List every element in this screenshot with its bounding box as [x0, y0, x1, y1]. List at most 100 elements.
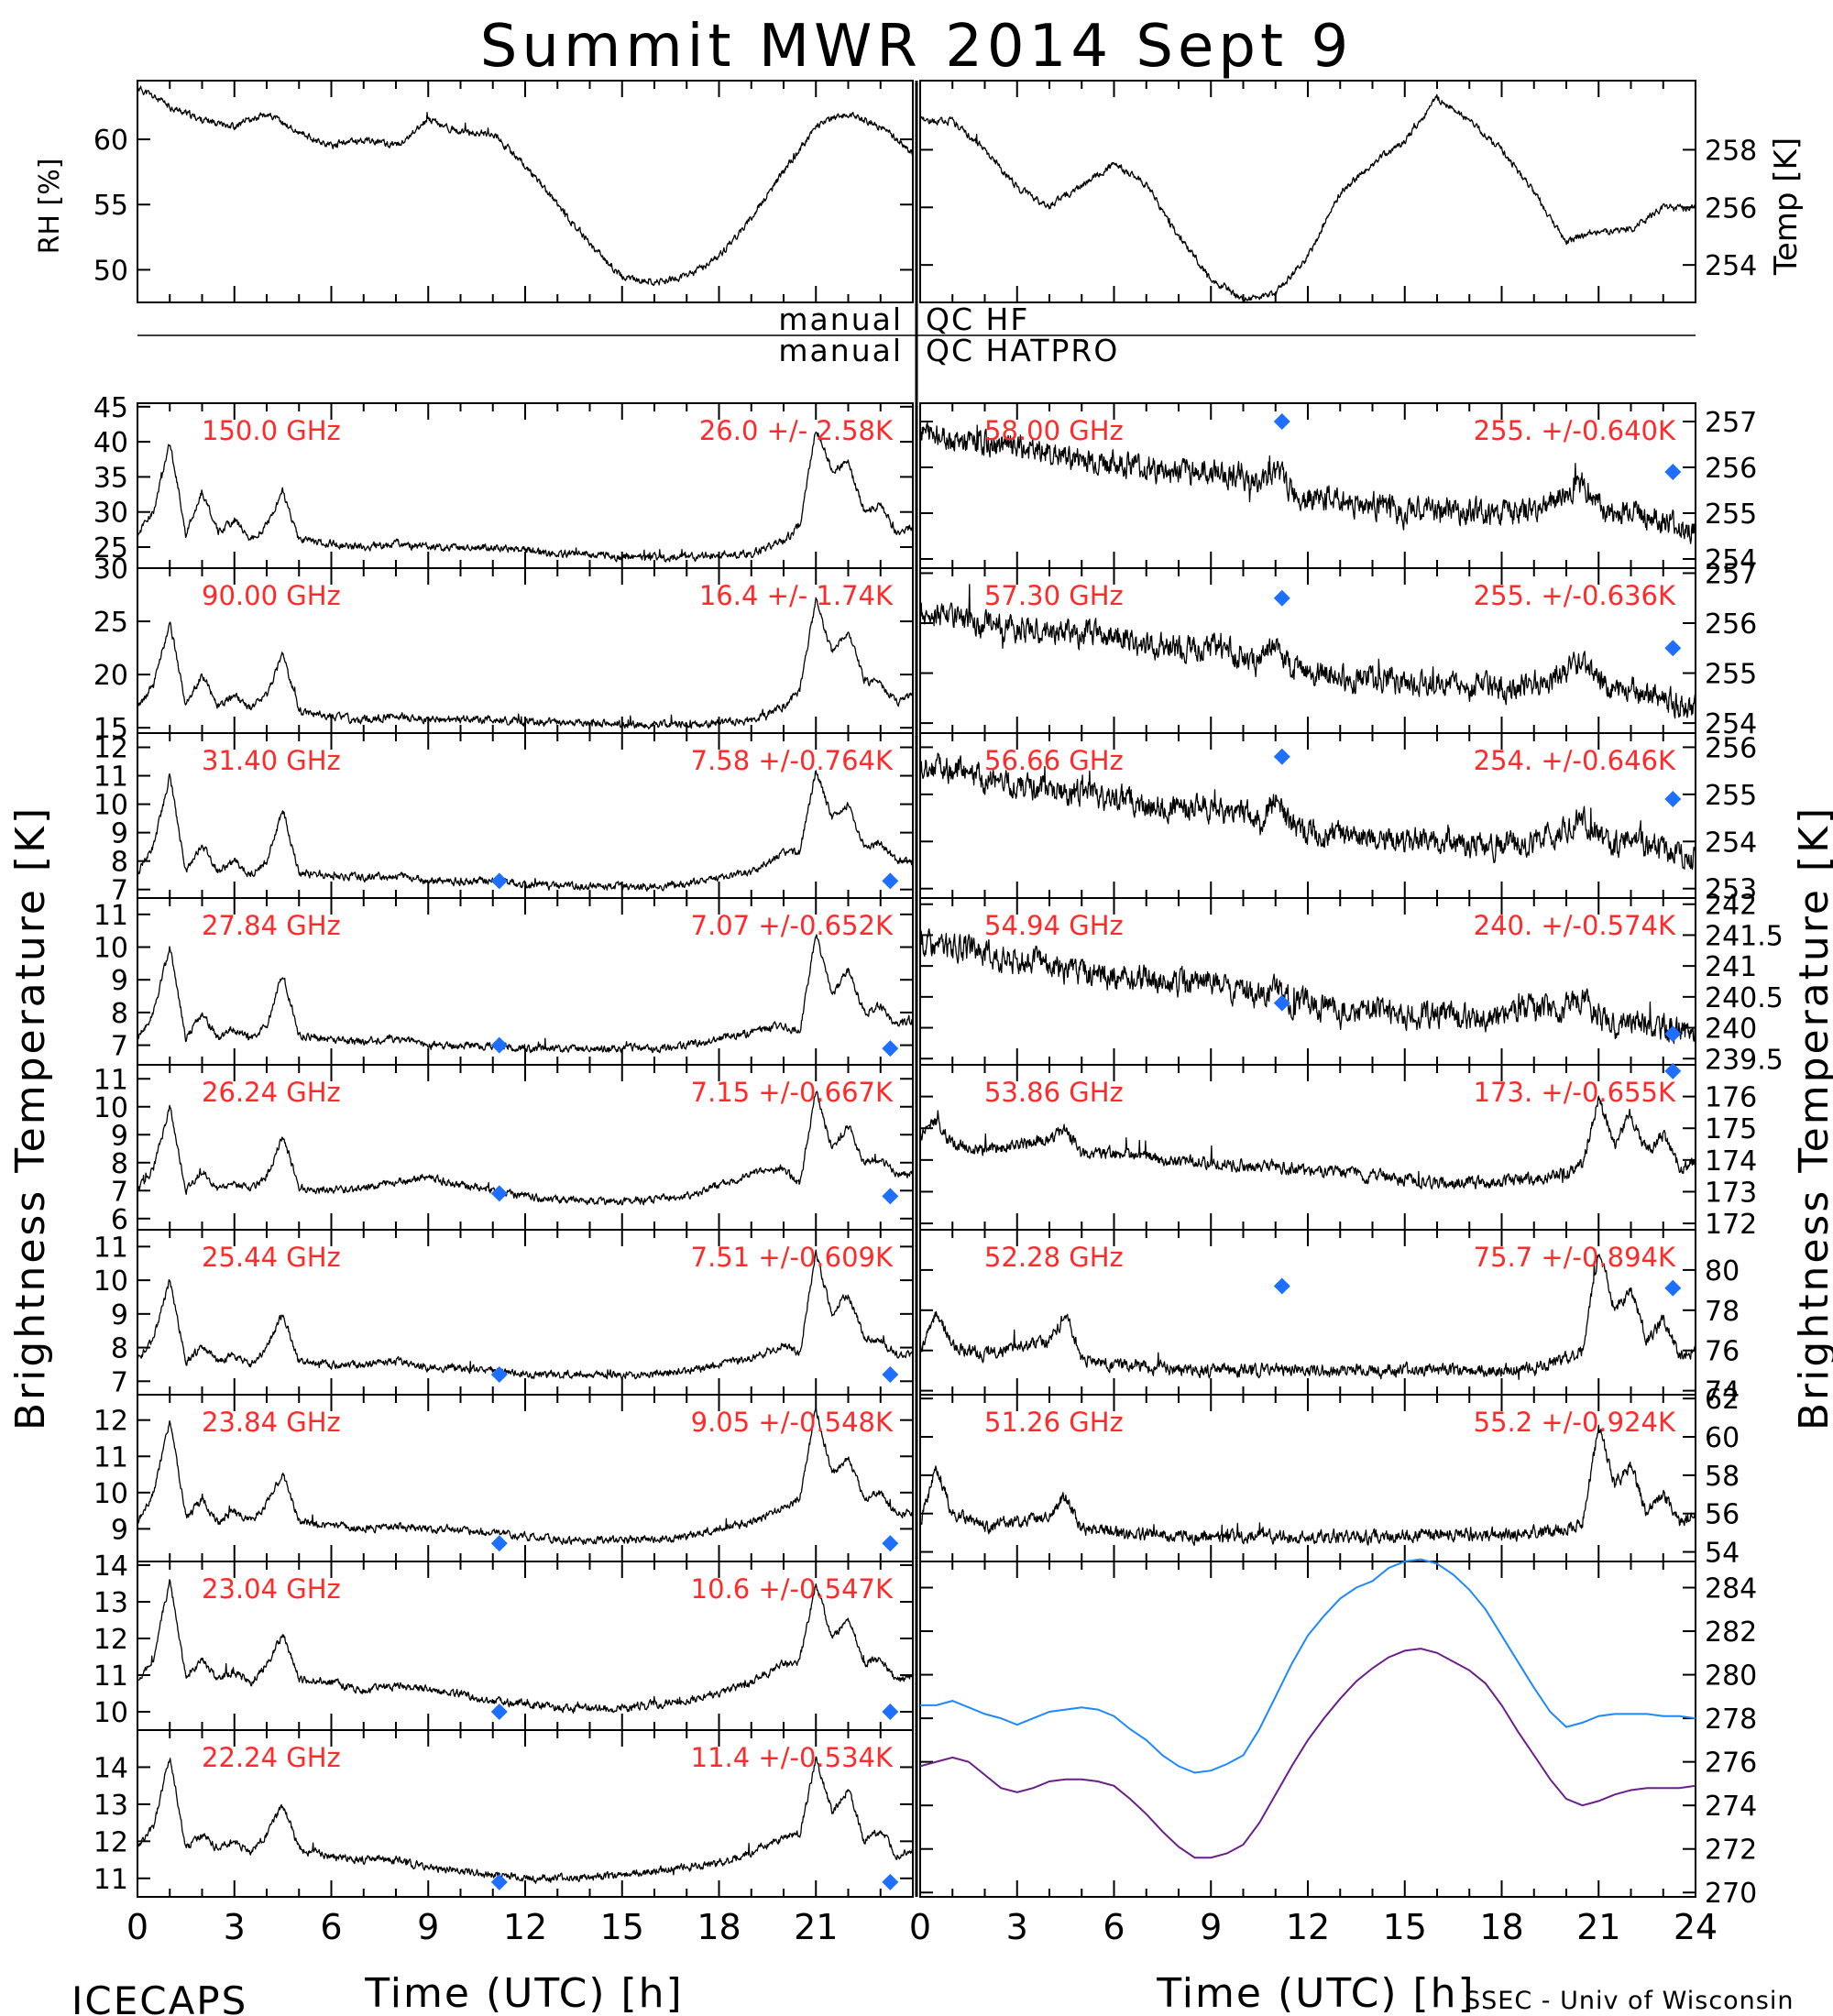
- rh-axis-label: RH [%]: [34, 159, 66, 255]
- ch_57.30-freq-label: 57.30 GHz: [984, 580, 1124, 611]
- ch_26.24-ytick-label: 9: [111, 1120, 128, 1152]
- temp-ytick-label: 256: [1705, 192, 1757, 225]
- ch_58.00-stats-label: 255. +/-0.640K: [1474, 415, 1676, 446]
- ch_52.28-trace: [919, 1254, 1696, 1381]
- ch_57.30-ytick-label: 256: [1705, 608, 1757, 641]
- ch_27.84-ytick-label: 8: [111, 998, 128, 1030]
- ch_53.86-trace: [919, 1095, 1696, 1189]
- ch_23.84-freq-label: 23.84 GHz: [202, 1407, 341, 1438]
- ch_22.24-ytick-label: 14: [93, 1752, 128, 1784]
- ch_26.24-trace: [137, 1090, 914, 1206]
- right-y-axis-label: Brightness Temperature [K]: [1791, 805, 1833, 1430]
- ch_52.28-ytick-label: 76: [1705, 1336, 1740, 1368]
- x-tick-label-right: 3: [1006, 1907, 1028, 1947]
- blackbody-series-0: [920, 1558, 1696, 1774]
- ch_26.24-ytick-label: 10: [93, 1092, 128, 1124]
- blackbody-ytick-label: 270: [1705, 1878, 1757, 1910]
- ch_23.04-ytick-label: 11: [93, 1660, 128, 1693]
- ch_31.40-sounding-marker: [490, 872, 508, 890]
- ch_56.66-sounding-marker: [1273, 748, 1290, 765]
- ch_150.0-trace: [137, 431, 914, 563]
- ch_54.94-ytick-label: 242: [1705, 890, 1757, 922]
- ch_25.44-sounding-marker: [882, 1365, 899, 1383]
- blackbody-frame: [919, 1561, 1696, 1898]
- ch_90.00-trace: [137, 597, 914, 730]
- ch_25.44-sounding-marker: [490, 1365, 508, 1383]
- ch_150.0-ytick-label: 40: [93, 427, 128, 459]
- ch_54.94-ytick-label: 241: [1705, 951, 1757, 983]
- ch_56.66-trace: [919, 752, 1696, 871]
- blackbody-ytick-label: 282: [1705, 1616, 1757, 1649]
- ch_22.24-sounding-marker: [490, 1873, 508, 1890]
- ch_27.84-trace: [137, 934, 914, 1054]
- panel-ch_22.24: 11 12 13 14 22.24 GHz 11.4 +/-0.534K: [93, 1729, 914, 1898]
- ch_26.24-freq-label: 26.24 GHz: [202, 1077, 341, 1108]
- ch_150.0-ytick-label: 45: [93, 392, 128, 424]
- ch_56.66-ytick-label: 256: [1705, 732, 1757, 764]
- ch_31.40-ytick-label: 11: [93, 761, 128, 794]
- blackbody-ytick-label: 278: [1705, 1704, 1757, 1736]
- ch_26.24-ytick-label: 11: [93, 1064, 128, 1096]
- panel-rh: 50 55 60: [93, 80, 914, 303]
- ch_31.40-ytick-label: 7: [111, 875, 128, 907]
- qc-hatpro: QC HATPRO: [926, 333, 1119, 368]
- temp-ytick-label: 254: [1705, 250, 1757, 282]
- panel-ch_58.00: 254 255 256 257 58.00 GHz 255. +/-0.640K: [919, 402, 1757, 576]
- ch_22.24-ytick-label: 13: [93, 1790, 128, 1822]
- rh-frame: [137, 80, 914, 303]
- ch_26.24-ytick-label: 7: [111, 1176, 128, 1208]
- ch_52.28-sounding-marker: [1664, 1279, 1682, 1297]
- ch_90.00-ytick-label: 20: [93, 660, 128, 692]
- ch_27.84-ytick-label: 7: [111, 1031, 128, 1063]
- ch_23.84-sounding-marker: [490, 1535, 508, 1552]
- ch_58.00-ytick-label: 257: [1705, 407, 1757, 439]
- ch_25.44-trace: [137, 1249, 914, 1381]
- blackbody-ytick-label: 274: [1705, 1791, 1757, 1823]
- ch_26.24-stats-label: 7.15 +/-0.667K: [691, 1077, 894, 1108]
- ch_23.84-ytick-label: 11: [93, 1441, 128, 1474]
- ch_51.26-trace: [919, 1424, 1696, 1547]
- rh-ytick-label: 50: [93, 255, 128, 287]
- blackbody-ytick-label: 276: [1705, 1748, 1757, 1780]
- ch_51.26-ytick-label: 54: [1705, 1538, 1740, 1570]
- ch_56.66-ytick-label: 255: [1705, 780, 1757, 812]
- ch_57.30-ytick-label: 257: [1705, 558, 1757, 590]
- ch_25.44-ytick-label: 7: [111, 1366, 128, 1398]
- ch_90.00-stats-label: 16.4 +/- 1.74K: [699, 580, 894, 611]
- qc-hf: QC HF: [926, 301, 1029, 337]
- ch_51.26-ytick-label: 58: [1705, 1461, 1740, 1493]
- ch_54.94-ytick-label: 240.5: [1705, 982, 1784, 1014]
- panel-ch_23.04: 10 11 12 13 14 23.04 GHz 10.6 +/-0.547K: [93, 1550, 914, 1731]
- ch_31.40-ytick-label: 8: [111, 847, 128, 879]
- ch_26.24-ytick-label: 8: [111, 1148, 128, 1180]
- ch_23.84-sounding-marker: [882, 1535, 899, 1552]
- ch_57.30-ytick-label: 255: [1705, 659, 1757, 691]
- rh-trace: [137, 85, 914, 287]
- ch_53.86-ytick-label: 176: [1705, 1082, 1757, 1114]
- ch_27.84-sounding-marker: [490, 1036, 508, 1054]
- x-tick-label-right: 15: [1383, 1907, 1427, 1947]
- ch_23.84-stats-label: 9.05 +/-0.548K: [691, 1407, 894, 1438]
- ch_26.24-sounding-marker: [882, 1188, 899, 1205]
- chart-title: Summit MWR 2014 Sept 9: [480, 13, 1353, 81]
- blackbody-ytick-label: 272: [1705, 1835, 1757, 1867]
- ch_53.86-ytick-label: 173: [1705, 1177, 1757, 1209]
- footer-right: SSEC - Univ of Wisconsin: [1465, 1987, 1794, 2015]
- ch_53.86-sounding-marker: [1664, 1062, 1682, 1079]
- panel-ch_90.00: 15 20 25 30 90.00 GHz 16.4 +/- 1.74K: [93, 553, 914, 745]
- ch_23.84-ytick-label: 10: [93, 1478, 128, 1510]
- ch_150.0-freq-label: 150.0 GHz: [202, 415, 341, 446]
- temp-trace: [919, 93, 1696, 302]
- x-tick-label-right: 12: [1286, 1907, 1330, 1947]
- ch_23.04-ytick-label: 12: [93, 1624, 128, 1656]
- ch_53.86-ytick-label: 174: [1705, 1145, 1757, 1178]
- ch_22.24-ytick-label: 11: [93, 1864, 128, 1896]
- x-axis-label-left: Time (UTC) [h]: [364, 1970, 683, 2016]
- ch_23.84-ytick-label: 9: [111, 1514, 128, 1546]
- ch_58.00-ytick-label: 256: [1705, 453, 1757, 485]
- ch_51.26-freq-label: 51.26 GHz: [984, 1407, 1124, 1438]
